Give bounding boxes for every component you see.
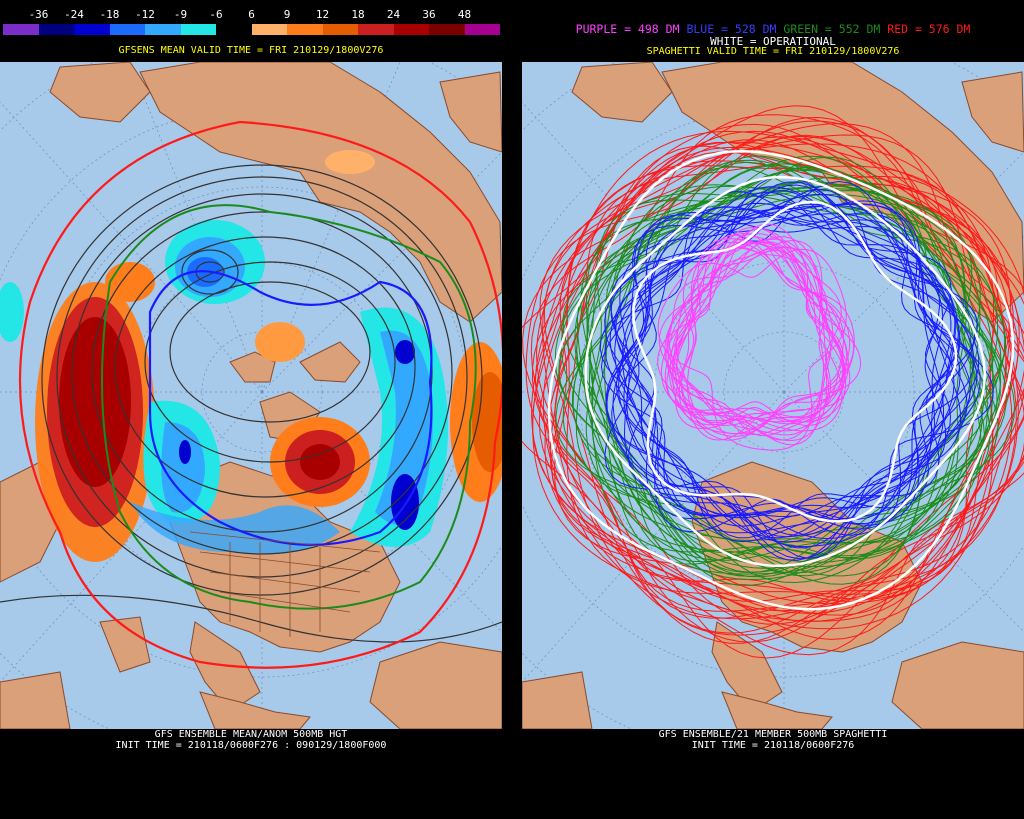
- spaghetti-contour: [522, 120, 1024, 643]
- spaghetti-contour: [606, 219, 968, 538]
- spaghetti-contour: [604, 180, 994, 548]
- spaghetti-contour: [615, 184, 961, 525]
- colorbar-label: 9: [283, 8, 291, 21]
- colorbar-swatch: [429, 24, 465, 35]
- spaghetti-contour: [611, 200, 978, 559]
- right-panel: PURPLE = 498 DM BLUE = 528 DM GREEN = 55…: [522, 0, 1024, 819]
- colorbar-labels: -36 -24 -18 -12 -9 -6 6 9 12 18 24 36 48: [3, 8, 500, 22]
- legend-purple: PURPLE = 498 DM: [575, 22, 680, 36]
- spaghetti-contour: [687, 241, 851, 441]
- spaghetti-contour: [632, 200, 958, 523]
- colorbar-label: -24: [64, 8, 84, 21]
- legend-white: WHITE = OPERATIONAL: [710, 35, 836, 48]
- spaghetti-contour: [614, 201, 956, 520]
- colorbar-label: 24: [386, 8, 401, 21]
- ensemble-mean-map: [0, 62, 502, 729]
- spaghetti-contour: [591, 180, 985, 565]
- left-footer-title: GFS ENSEMBLE MEAN/ANOM 500MB HGT: [154, 729, 348, 740]
- colorbar-label: 18: [351, 8, 365, 21]
- spaghetti-legend: PURPLE = 498 DM BLUE = 528 DM GREEN = 55…: [522, 22, 1024, 36]
- spaghetti-contour: [675, 242, 848, 426]
- spaghetti-contour: [584, 175, 986, 567]
- spaghetti-map: [522, 62, 1024, 729]
- colorbar-swatch: [180, 24, 216, 35]
- colorbar-label: -6: [209, 8, 223, 21]
- spaghetti-contour: [671, 241, 845, 435]
- colorbar-swatch: [464, 24, 500, 35]
- left-valid-time: GFSENS MEAN VALID TIME = FRI 210129/1800…: [118, 45, 384, 56]
- right-footer-init: INIT TIME = 210118/0600F276: [691, 740, 855, 751]
- colorbar-swatch: [145, 24, 181, 35]
- left-panel: -36 -24 -18 -12 -9 -6 6 9 12 18 24 36 48 GFSENS MEAN…: [0, 0, 502, 819]
- left-footer: GFS ENSEMBLE MEAN/ANOM 500MB HGT INIT TI…: [0, 729, 502, 751]
- spaghetti-contour: [680, 246, 855, 437]
- colorbar-swatch: [322, 24, 358, 35]
- anomaly-colorbar: -36 -24 -18 -12 -9 -6 6 9 12 18 24 36 48: [3, 8, 500, 36]
- spaghetti-contour: [560, 166, 1007, 578]
- colorbar-label: 36: [422, 8, 436, 21]
- spaghetti-contour: [658, 240, 832, 446]
- colorbar-swatch: [38, 24, 74, 35]
- right-footer: GFS ENSEMBLE/21 MEMBER 500MB SPAGHETTI I…: [522, 729, 1024, 751]
- legend-blue: BLUE = 528 DM: [686, 22, 777, 36]
- spaghetti-contour: [576, 156, 991, 575]
- spaghetti-contour: [530, 114, 1024, 659]
- legend-red: RED = 576 DM: [887, 22, 971, 36]
- spaghetti-contour: [550, 151, 1014, 602]
- spaghetti-contour: [668, 246, 825, 441]
- right-footer-title: GFS ENSEMBLE/21 MEMBER 500MB SPAGHETTI: [658, 729, 888, 740]
- colorbar-swatch: [287, 24, 323, 35]
- spaghetti-contour: [580, 190, 988, 561]
- spaghetti-contour: [542, 143, 1019, 620]
- left-footer-init: INIT TIME = 210118/0600F276 : 090129/180…: [115, 740, 387, 751]
- colorbar-label: 6: [248, 8, 255, 21]
- spaghetti-contour: [555, 161, 1006, 577]
- spaghetti-contour: [574, 168, 998, 577]
- colorbar-label: -12: [135, 8, 155, 21]
- colorbar-label: 48: [457, 8, 472, 21]
- colorbar-swatch: [3, 24, 39, 35]
- colorbar-swatch: [74, 24, 110, 35]
- colorbar-swatch: [393, 24, 429, 35]
- colorbar-label: -18: [99, 8, 120, 21]
- colorbar-label: -36: [28, 8, 49, 21]
- colorbar-swatches: [3, 24, 500, 35]
- spaghetti-contour: [667, 232, 846, 432]
- colorbar-label: -9: [173, 8, 188, 21]
- spaghetti-contour: [547, 149, 1015, 611]
- colorbar-swatch: [216, 24, 252, 35]
- spaghetti-contour: [674, 234, 862, 430]
- legend-green: GREEN = 552 DM: [783, 22, 881, 36]
- spaghetti-contour: [525, 135, 1024, 619]
- spaghetti-contour: [666, 236, 851, 419]
- spaghetti-contour: [657, 248, 847, 451]
- spaghetti-contour: [669, 241, 844, 423]
- colorbar-label: 12: [315, 8, 330, 21]
- spaghetti-contour: [605, 206, 962, 543]
- spaghetti-contour: [676, 238, 855, 441]
- right-valid-time: SPAGHETTI VALID TIME = FRI 210129/1800V2…: [646, 46, 900, 57]
- colorbar-swatch: [109, 24, 145, 35]
- colorbar-swatch: [358, 24, 394, 35]
- colorbar-swatch: [251, 24, 287, 35]
- spaghetti-contour: [572, 155, 1002, 584]
- spaghetti-contour: [665, 249, 842, 435]
- spaghetti-contour: [576, 163, 1001, 586]
- spaghetti-contour: [539, 134, 1017, 634]
- spaghetti-contour: [626, 213, 955, 536]
